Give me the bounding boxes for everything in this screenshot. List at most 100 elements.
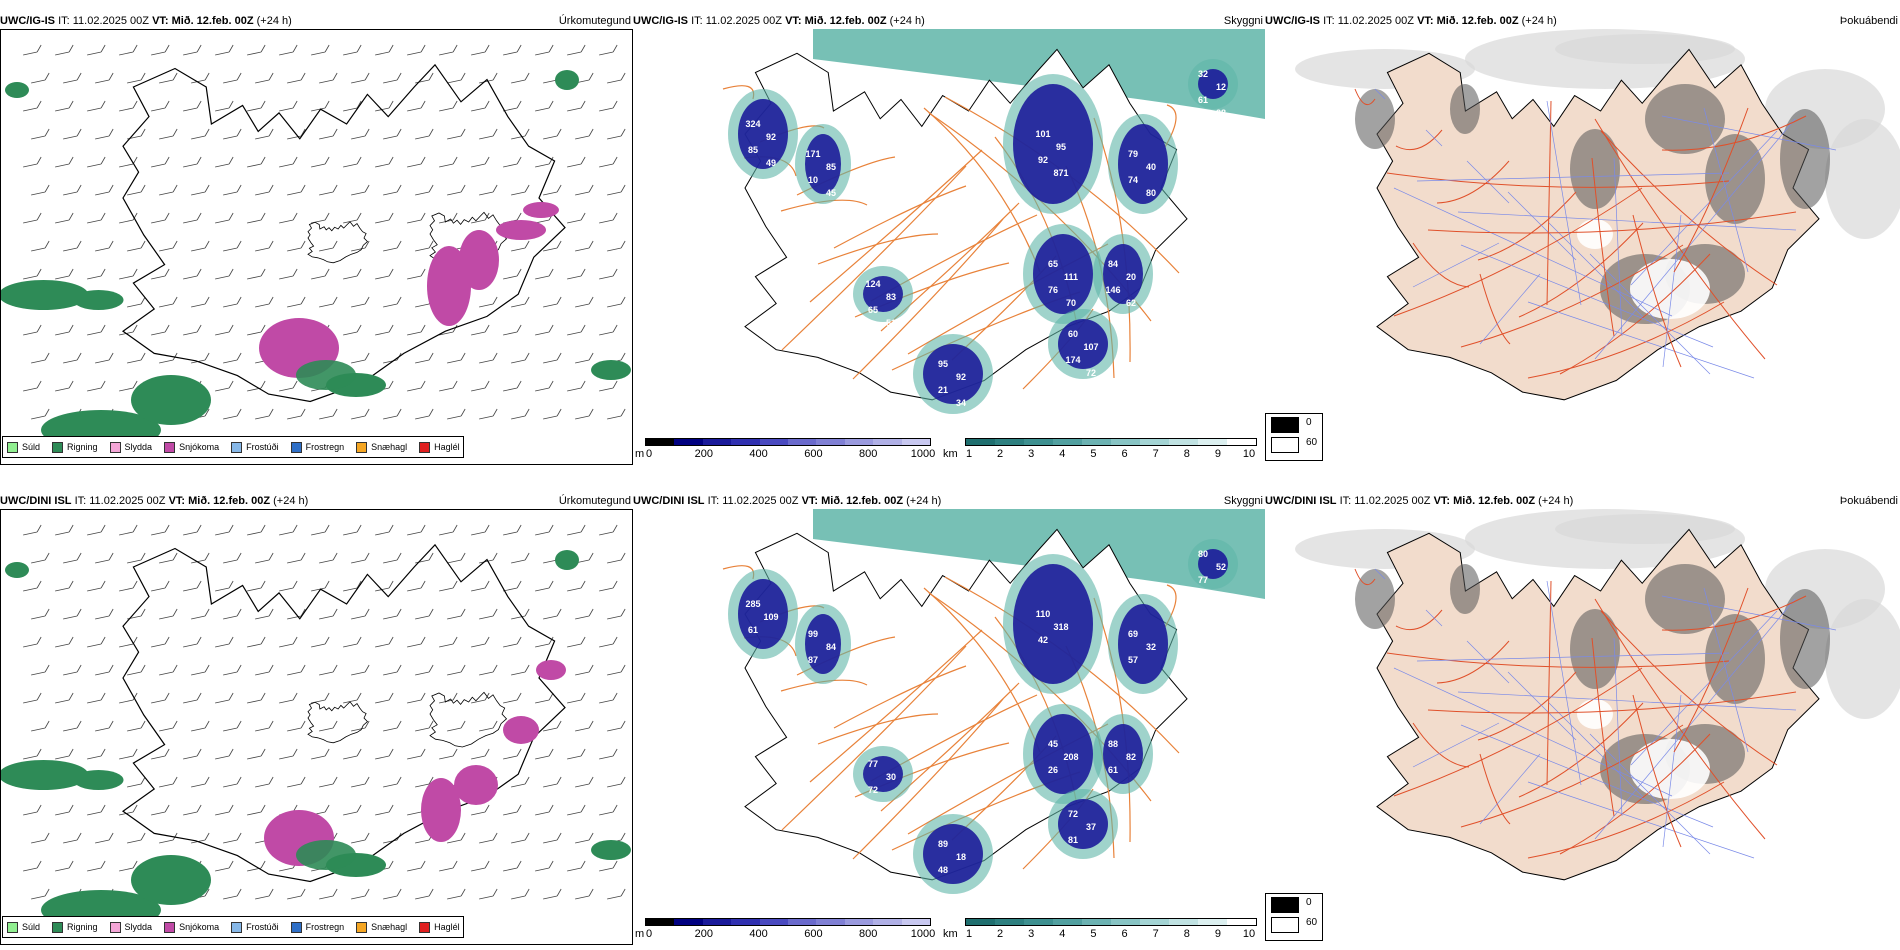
colorbar-strip (965, 438, 1257, 446)
colorbar-tick: 400 (749, 928, 768, 940)
colorbar-unit: km (943, 448, 958, 460)
it-label: IT: (58, 15, 70, 27)
legend-label: Snæhagl (371, 922, 408, 932)
colorbar-tick: 1000 (910, 448, 936, 460)
visibility-panel-row1: UWC/IG-IS IT: 11.02.2025 00Z VT: Mið. 12… (633, 13, 1265, 465)
visibility-value: 76 (1048, 285, 1058, 295)
visibility-value: 111 (1064, 272, 1078, 282)
colorbar-tick: 1000 (910, 928, 936, 940)
legend-swatch (164, 921, 176, 933)
fog-panel-row1: UWC/IG-IS IT: 11.02.2025 00Z VT: Mið. 12… (1265, 13, 1900, 465)
legend-swatch (231, 921, 243, 933)
panel-header: UWC/IG-IS IT: 11.02.2025 00Z VT: Mið. 12… (633, 13, 1265, 29)
precip-legend-item: Slydda (109, 441, 153, 453)
visibility-value: 61 (1108, 765, 1118, 775)
snow-area (421, 778, 461, 842)
visibility-value: 34 (956, 398, 966, 408)
legend-swatch (290, 441, 302, 453)
legend-label: Súld (22, 922, 41, 932)
legend-label: Rigning (67, 922, 98, 932)
very-low-visibility-area (1033, 234, 1093, 314)
colorbar-tick: 6 (1121, 928, 1128, 940)
very-low-visibility-area (1118, 604, 1168, 684)
precip-legend-item: Frostregn (290, 921, 345, 933)
precip-legend-item: Súld (7, 921, 41, 933)
legend-swatch (356, 921, 368, 933)
visibility-colorbar-km: km 1 2 3 4 5 6 7 8 9 10 (943, 438, 1261, 462)
fog-map-svg (1265, 29, 1900, 429)
visibility-value: 32 (1146, 642, 1156, 652)
colorbar-unit: m (635, 448, 645, 460)
precip-legend: Súld Rigning Slydda Snjókoma Frostúði Frostre… (2, 916, 464, 938)
fog-legend-swatch (1271, 897, 1299, 913)
precip-map-svg (1, 510, 632, 944)
legend-label: Frostregn (305, 922, 345, 932)
very-low-visibility-area (805, 134, 841, 194)
visibility-value: 21 (938, 385, 948, 395)
visibility-value: 26 (1048, 765, 1058, 775)
visibility-value: 77 (1198, 575, 1208, 585)
legend-label: Haglél (434, 922, 460, 932)
visibility-value: 10 (808, 175, 818, 185)
precip-type-panel-row1: UWC/IG-IS IT: 11.02.2025 00Z VT: Mið. 12… (0, 13, 633, 465)
colorbar-tick: 200 (694, 928, 713, 940)
visibility-colorbar-m: m 0 200 400 600 800 1000 (635, 918, 935, 942)
fog-legend: 0 60 (1265, 893, 1323, 941)
visibility-value: 40 (1146, 162, 1156, 172)
legend-swatch (109, 921, 121, 933)
model-name: UWC/DINI ISL (633, 495, 705, 507)
very-low-visibility-area (1033, 714, 1093, 794)
legend-swatch (109, 441, 121, 453)
precip-legend-item: Frostregn (290, 441, 344, 453)
legend-swatch (52, 921, 64, 933)
legend-swatch (7, 921, 18, 933)
legend-label: Slydda (124, 442, 153, 452)
colorbar-strip (645, 438, 931, 446)
vt-label: VT: (168, 495, 186, 507)
rain-area (296, 360, 356, 390)
precip-legend-item: Frostúði (231, 921, 279, 933)
precip-legend-item: Frostúði (231, 441, 279, 453)
fog-legend: 0 60 (1265, 413, 1323, 461)
visibility-value: 48 (938, 865, 948, 875)
legend-swatch (231, 441, 243, 453)
fog-legend-label: 0 (1306, 417, 1312, 428)
visibility-value: 12 (1216, 82, 1226, 92)
panel-header: UWC/IG-IS IT: 11.02.2025 00Z VT: Mið. 12… (0, 13, 633, 29)
visibility-value: 146 (1105, 285, 1120, 295)
legend-swatch (419, 441, 431, 453)
panel-title: Þokuábendi (1839, 495, 1898, 507)
precip-legend-item: Rigning (52, 441, 98, 453)
visibility-value: 174 (1065, 355, 1080, 365)
visibility-value: 95 (1056, 142, 1066, 152)
precip-map (0, 29, 633, 465)
visibility-value: 85 (748, 145, 758, 155)
colorbar-tick: 10 (1242, 928, 1256, 940)
very-low-visibility-area (738, 579, 788, 649)
colorbar-tick: 5 (1090, 928, 1097, 940)
precip-type-panel-row2: UWC/DINI ISL IT: 11.02.2025 00Z VT: Mið.… (0, 493, 633, 945)
very-low-visibility-area (1013, 564, 1093, 684)
fog-map (1265, 29, 1900, 465)
colorbar-tick: 2 (997, 448, 1004, 460)
precip-map (0, 509, 633, 945)
visibility-value: 171 (805, 149, 820, 159)
fog-legend-label: 60 (1306, 437, 1318, 448)
snow-area (454, 765, 498, 805)
snow-area (503, 716, 539, 744)
visibility-value: 61 (748, 625, 758, 635)
visibility-value: 101 (1035, 129, 1050, 139)
it-value: 11.02.2025 00Z (72, 15, 149, 27)
visibility-colorbar-m: m 0 200 400 600 800 1000 (635, 438, 935, 462)
fog-map-svg (1265, 509, 1900, 909)
visibility-map: 324 171 124 95 101 65 60 79 84 32 92 85 83 92 95 111 107… (633, 29, 1265, 465)
fog-legend-swatch (1271, 417, 1299, 433)
visibility-value: 69 (1128, 629, 1138, 639)
colorbar-tick: 0 (645, 448, 653, 460)
visibility-value: 61 (1198, 95, 1208, 105)
rain-area (73, 290, 124, 310)
it-label: IT: (1323, 15, 1335, 27)
panel-header: UWC/DINI ISL IT: 11.02.2025 00Z VT: Mið.… (0, 493, 633, 509)
colorbar-tick: 3 (1028, 928, 1035, 940)
visibility-value: 49 (766, 158, 776, 168)
